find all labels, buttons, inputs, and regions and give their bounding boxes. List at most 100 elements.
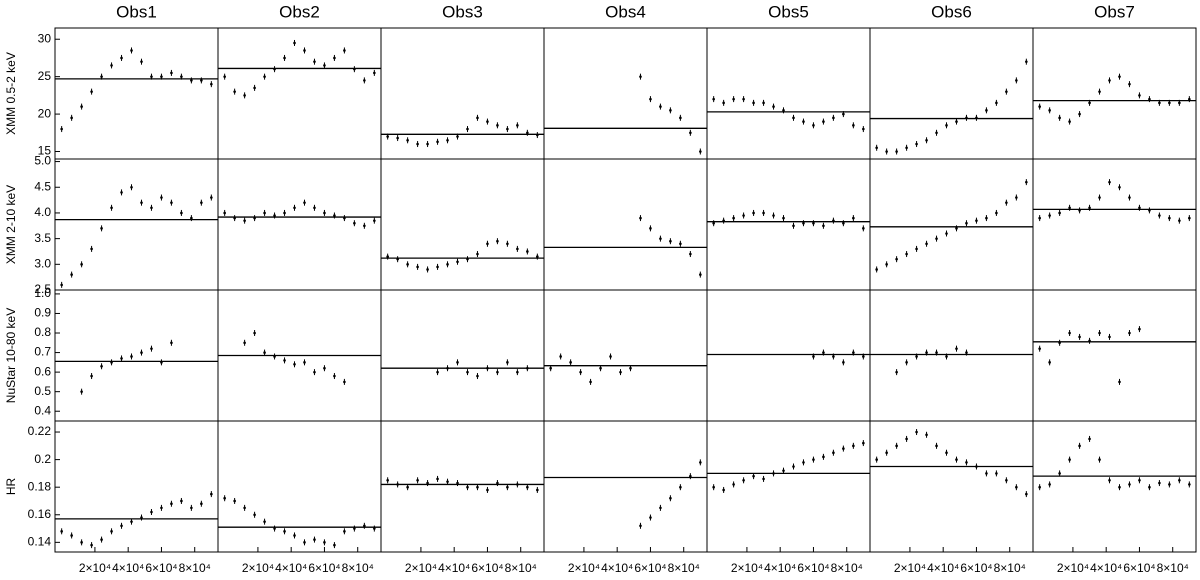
data-point — [842, 361, 845, 364]
data-point — [70, 534, 73, 537]
data-point — [862, 227, 865, 230]
data-point — [975, 219, 978, 222]
y-tick-label: 5.0 — [34, 154, 51, 168]
data-point — [1168, 483, 1171, 486]
y-tick-label: 0.22 — [28, 424, 52, 438]
x-tick-label: 4×10⁴ — [112, 561, 144, 575]
data-point — [1048, 483, 1051, 486]
y-tick-label: 20 — [38, 106, 52, 120]
panel-title: Obs2 — [279, 2, 320, 21]
data-point — [1078, 335, 1081, 339]
data-point — [935, 351, 938, 354]
data-point — [476, 485, 479, 489]
data-point — [1138, 327, 1141, 331]
data-point — [1078, 112, 1081, 116]
y-tick-label: 0.8 — [34, 325, 51, 339]
panel-frame — [543, 289, 708, 422]
data-point — [253, 216, 256, 220]
data-point — [1148, 485, 1151, 489]
data-point — [100, 75, 103, 78]
data-point — [842, 112, 845, 116]
data-point — [293, 206, 296, 210]
data-point — [253, 86, 256, 90]
data-point — [722, 101, 725, 105]
data-point — [426, 481, 429, 485]
y-tick-label: 15 — [38, 144, 52, 158]
data-point — [945, 232, 948, 235]
data-point — [895, 257, 898, 261]
data-point — [140, 351, 143, 354]
panel-frame — [380, 420, 545, 553]
data-point — [1098, 331, 1101, 335]
panel-frame — [54, 158, 219, 291]
data-point — [283, 56, 286, 60]
data-point — [599, 366, 602, 370]
data-point — [180, 75, 183, 78]
y-tick-label: 0.9 — [34, 306, 51, 320]
data-point — [386, 478, 389, 482]
data-point — [659, 237, 662, 240]
y-tick-label: 0.6 — [34, 364, 51, 378]
data-point — [140, 201, 143, 204]
data-point — [925, 433, 928, 437]
data-point — [416, 265, 419, 269]
panel-frame — [1032, 289, 1197, 422]
data-point — [303, 541, 306, 544]
data-point — [1015, 79, 1018, 82]
data-point — [885, 451, 888, 455]
data-point — [1068, 206, 1071, 210]
data-point — [233, 499, 236, 503]
panel-frame — [1032, 420, 1197, 553]
data-point — [170, 502, 173, 506]
panel-frame — [869, 158, 1034, 291]
data-point — [905, 361, 908, 364]
x-tick-label: 8×10⁴ — [505, 561, 537, 575]
data-point — [526, 131, 529, 135]
data-point — [752, 474, 755, 478]
data-point — [223, 75, 226, 78]
data-point — [915, 247, 918, 251]
data-point — [822, 120, 825, 123]
y-tick-label: 3.5 — [34, 231, 51, 245]
data-point — [293, 41, 296, 45]
data-point — [772, 214, 775, 217]
data-point — [496, 124, 499, 127]
data-point — [965, 351, 968, 354]
data-point — [436, 477, 439, 481]
panel-title: Obs3 — [442, 2, 483, 21]
data-point — [995, 472, 998, 475]
panel-frame — [1032, 27, 1197, 160]
data-point — [812, 458, 815, 461]
panel-frame — [380, 158, 545, 291]
data-point — [1118, 380, 1121, 384]
data-point — [945, 124, 948, 127]
data-point — [1058, 472, 1061, 475]
data-point — [526, 485, 529, 489]
data-point — [160, 196, 163, 199]
panel-frame — [217, 420, 382, 553]
data-point — [915, 142, 918, 146]
data-point — [925, 138, 928, 142]
data-point — [1178, 478, 1181, 482]
panel-frame — [543, 27, 708, 160]
data-point — [1088, 101, 1091, 105]
data-point — [466, 257, 469, 261]
data-point — [466, 370, 469, 374]
data-point — [496, 370, 499, 374]
data-point — [313, 60, 316, 63]
data-point — [303, 49, 306, 52]
data-point — [925, 242, 928, 246]
data-point — [526, 366, 529, 370]
y-tick-label: 0.7 — [34, 345, 51, 359]
data-point — [935, 444, 938, 448]
y-tick-label: 2.5 — [34, 282, 51, 296]
data-point — [293, 534, 296, 537]
data-point — [1025, 180, 1028, 184]
data-point — [862, 441, 865, 445]
panel-title: Obs4 — [605, 2, 646, 21]
data-point — [466, 127, 469, 131]
y-tick-label: 30 — [38, 31, 52, 45]
x-tick-label: 4×10⁴ — [927, 561, 959, 575]
data-point — [802, 120, 805, 123]
data-point — [456, 135, 459, 138]
